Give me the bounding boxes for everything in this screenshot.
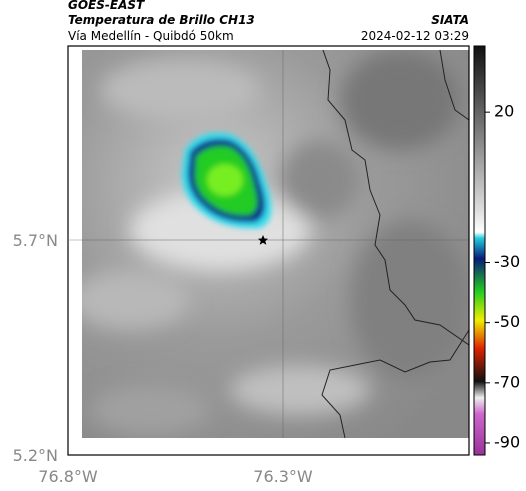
satellite: GOES-EAST [68,0,145,12]
colorbar-tick-label: -50 [494,312,520,331]
source: SIATA [431,13,469,27]
colorbar [473,45,486,456]
colorbar-tick-label: 20 [494,102,514,121]
lon-label: 76.3°W [253,467,313,486]
map-frame [67,45,470,456]
colorbar-tick-label: -90 [494,432,520,451]
lat-label: 5.2°N [13,446,58,465]
colorbar-tick-label: -30 [494,252,520,271]
lat-label: 5.7°N [13,231,58,250]
subtitle: Vía Medellín - Quibdó 50km [68,29,234,43]
title: Temperatura de Brillo CH13 [68,13,255,27]
lon-label: 76.8°W [38,467,98,486]
colorbar-tick-label: -70 [494,372,520,391]
datetime: 2024-02-12 03:29 [361,29,469,43]
satellite-image [82,50,469,438]
